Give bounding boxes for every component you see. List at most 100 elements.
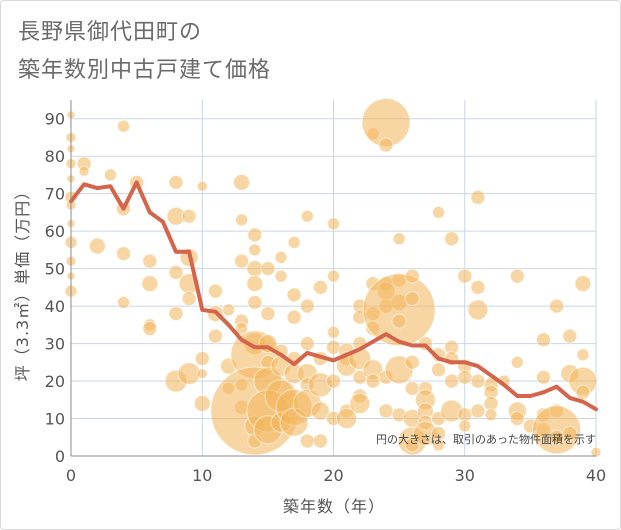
bubble-point: [509, 411, 525, 426]
bubble-point: [458, 419, 472, 433]
bubble-point: [117, 295, 130, 309]
bubble-point: [300, 209, 314, 223]
bubble-point: [378, 403, 394, 419]
bubble-point: [470, 403, 486, 419]
x-tick-label: 0: [66, 466, 76, 485]
x-tick-label: 30: [455, 466, 475, 485]
bubble-point: [168, 264, 184, 280]
axes: [70, 100, 596, 457]
average-price-line: [69, 180, 598, 412]
bubble-point: [141, 275, 159, 293]
bubble-point: [576, 348, 590, 362]
bubble-point: [404, 291, 420, 307]
bubble-point: [196, 180, 208, 192]
bubble-point: [431, 362, 446, 378]
x-tick-label: 40: [586, 466, 606, 485]
y-tick-label: 0: [55, 447, 65, 466]
bubble-point: [260, 261, 276, 277]
bubble-point: [510, 355, 524, 369]
bubble-point: [194, 351, 210, 367]
bubble-point: [116, 246, 131, 262]
bubble-point: [207, 328, 223, 344]
bubble-point: [103, 168, 117, 182]
bubble-point: [327, 269, 340, 283]
chart-title-line2: 築年数別中古戸建て価格: [18, 58, 272, 83]
bubble-point: [196, 368, 208, 380]
bubble-point: [562, 328, 578, 344]
bubble-point: [326, 373, 341, 389]
trend-line-series: [69, 180, 598, 412]
bubble-point: [247, 227, 263, 243]
bubble-point: [222, 303, 235, 317]
bubble-point: [207, 283, 223, 299]
bubble-point: [286, 309, 302, 325]
bubble-point: [575, 384, 591, 400]
bubble-point: [234, 253, 250, 269]
bubble-point: [274, 250, 288, 264]
bubble-point: [404, 268, 420, 284]
bubble-point: [78, 165, 90, 177]
bubble-point: [444, 373, 460, 389]
bubble-point: [365, 373, 381, 389]
y-tick-label: 60: [45, 222, 65, 241]
bubble-point: [432, 205, 445, 219]
bubble-point: [312, 279, 328, 295]
bubble-point: [536, 332, 551, 348]
bubble-point: [432, 438, 445, 452]
bubble-point: [362, 273, 436, 347]
bubble-point: [193, 395, 211, 412]
bubble-point: [247, 294, 263, 310]
bubble-point: [336, 408, 358, 429]
y-tick-label: 20: [45, 372, 65, 391]
bubble-point: [142, 253, 158, 269]
bubble-point: [562, 426, 578, 441]
bubble-point: [287, 235, 301, 249]
bubble-point: [404, 354, 420, 370]
bubble-point: [470, 373, 486, 389]
bubble-point: [467, 299, 489, 321]
bubble-point: [378, 137, 394, 153]
bubble-point: [327, 325, 340, 339]
bubble-point: [246, 275, 264, 293]
bubble-point: [457, 268, 473, 284]
bubble-point: [168, 174, 184, 190]
bubble-point: [327, 217, 340, 231]
bubble-point: [260, 306, 276, 322]
bubble-point: [142, 321, 158, 337]
bubble-point: [248, 243, 262, 257]
bubble-point: [168, 306, 184, 322]
y-axis-label: 坪（3.3㎡）単価（万円）: [13, 183, 32, 381]
bubble-point: [181, 208, 197, 224]
y-tick-label: 50: [45, 260, 65, 279]
bubble-point: [233, 173, 251, 191]
bubble-point: [286, 287, 302, 303]
y-tick-label: 70: [45, 185, 65, 204]
bubble-point: [274, 269, 288, 283]
x-tick-label: 20: [323, 466, 343, 485]
size-annotation: 円の大きさは、取引のあった物件面積を示す: [376, 432, 596, 446]
chart-title-line1: 長野県御代田町の: [18, 20, 203, 45]
y-tick-label: 80: [45, 147, 65, 166]
bubble-point: [457, 369, 473, 385]
x-tick-label: 10: [192, 466, 212, 485]
tick-labels: 0 10 20 30 40 50 60 70 80 90 0 10 20 30 40: [45, 110, 607, 485]
bubble-point: [549, 298, 565, 314]
bubble-point: [88, 237, 106, 255]
bubble-point: [181, 291, 197, 307]
x-axis-label: 築年数（年）: [283, 497, 385, 516]
y-tick-label: 40: [45, 297, 65, 316]
bubble-point: [117, 119, 130, 133]
y-tick-label: 30: [45, 335, 65, 354]
bubble-point: [235, 213, 249, 227]
bubble-point: [536, 369, 551, 385]
bubble-point: [392, 232, 406, 246]
bubble-point: [509, 268, 525, 284]
bubble-series: [64, 98, 602, 458]
bubble-point: [299, 298, 315, 314]
bubble-point: [484, 408, 498, 422]
y-tick-label: 10: [45, 410, 65, 429]
bubble-point: [312, 433, 328, 449]
bubble-point: [444, 231, 460, 247]
bubble-point: [574, 275, 592, 293]
bubble-point: [299, 433, 315, 449]
